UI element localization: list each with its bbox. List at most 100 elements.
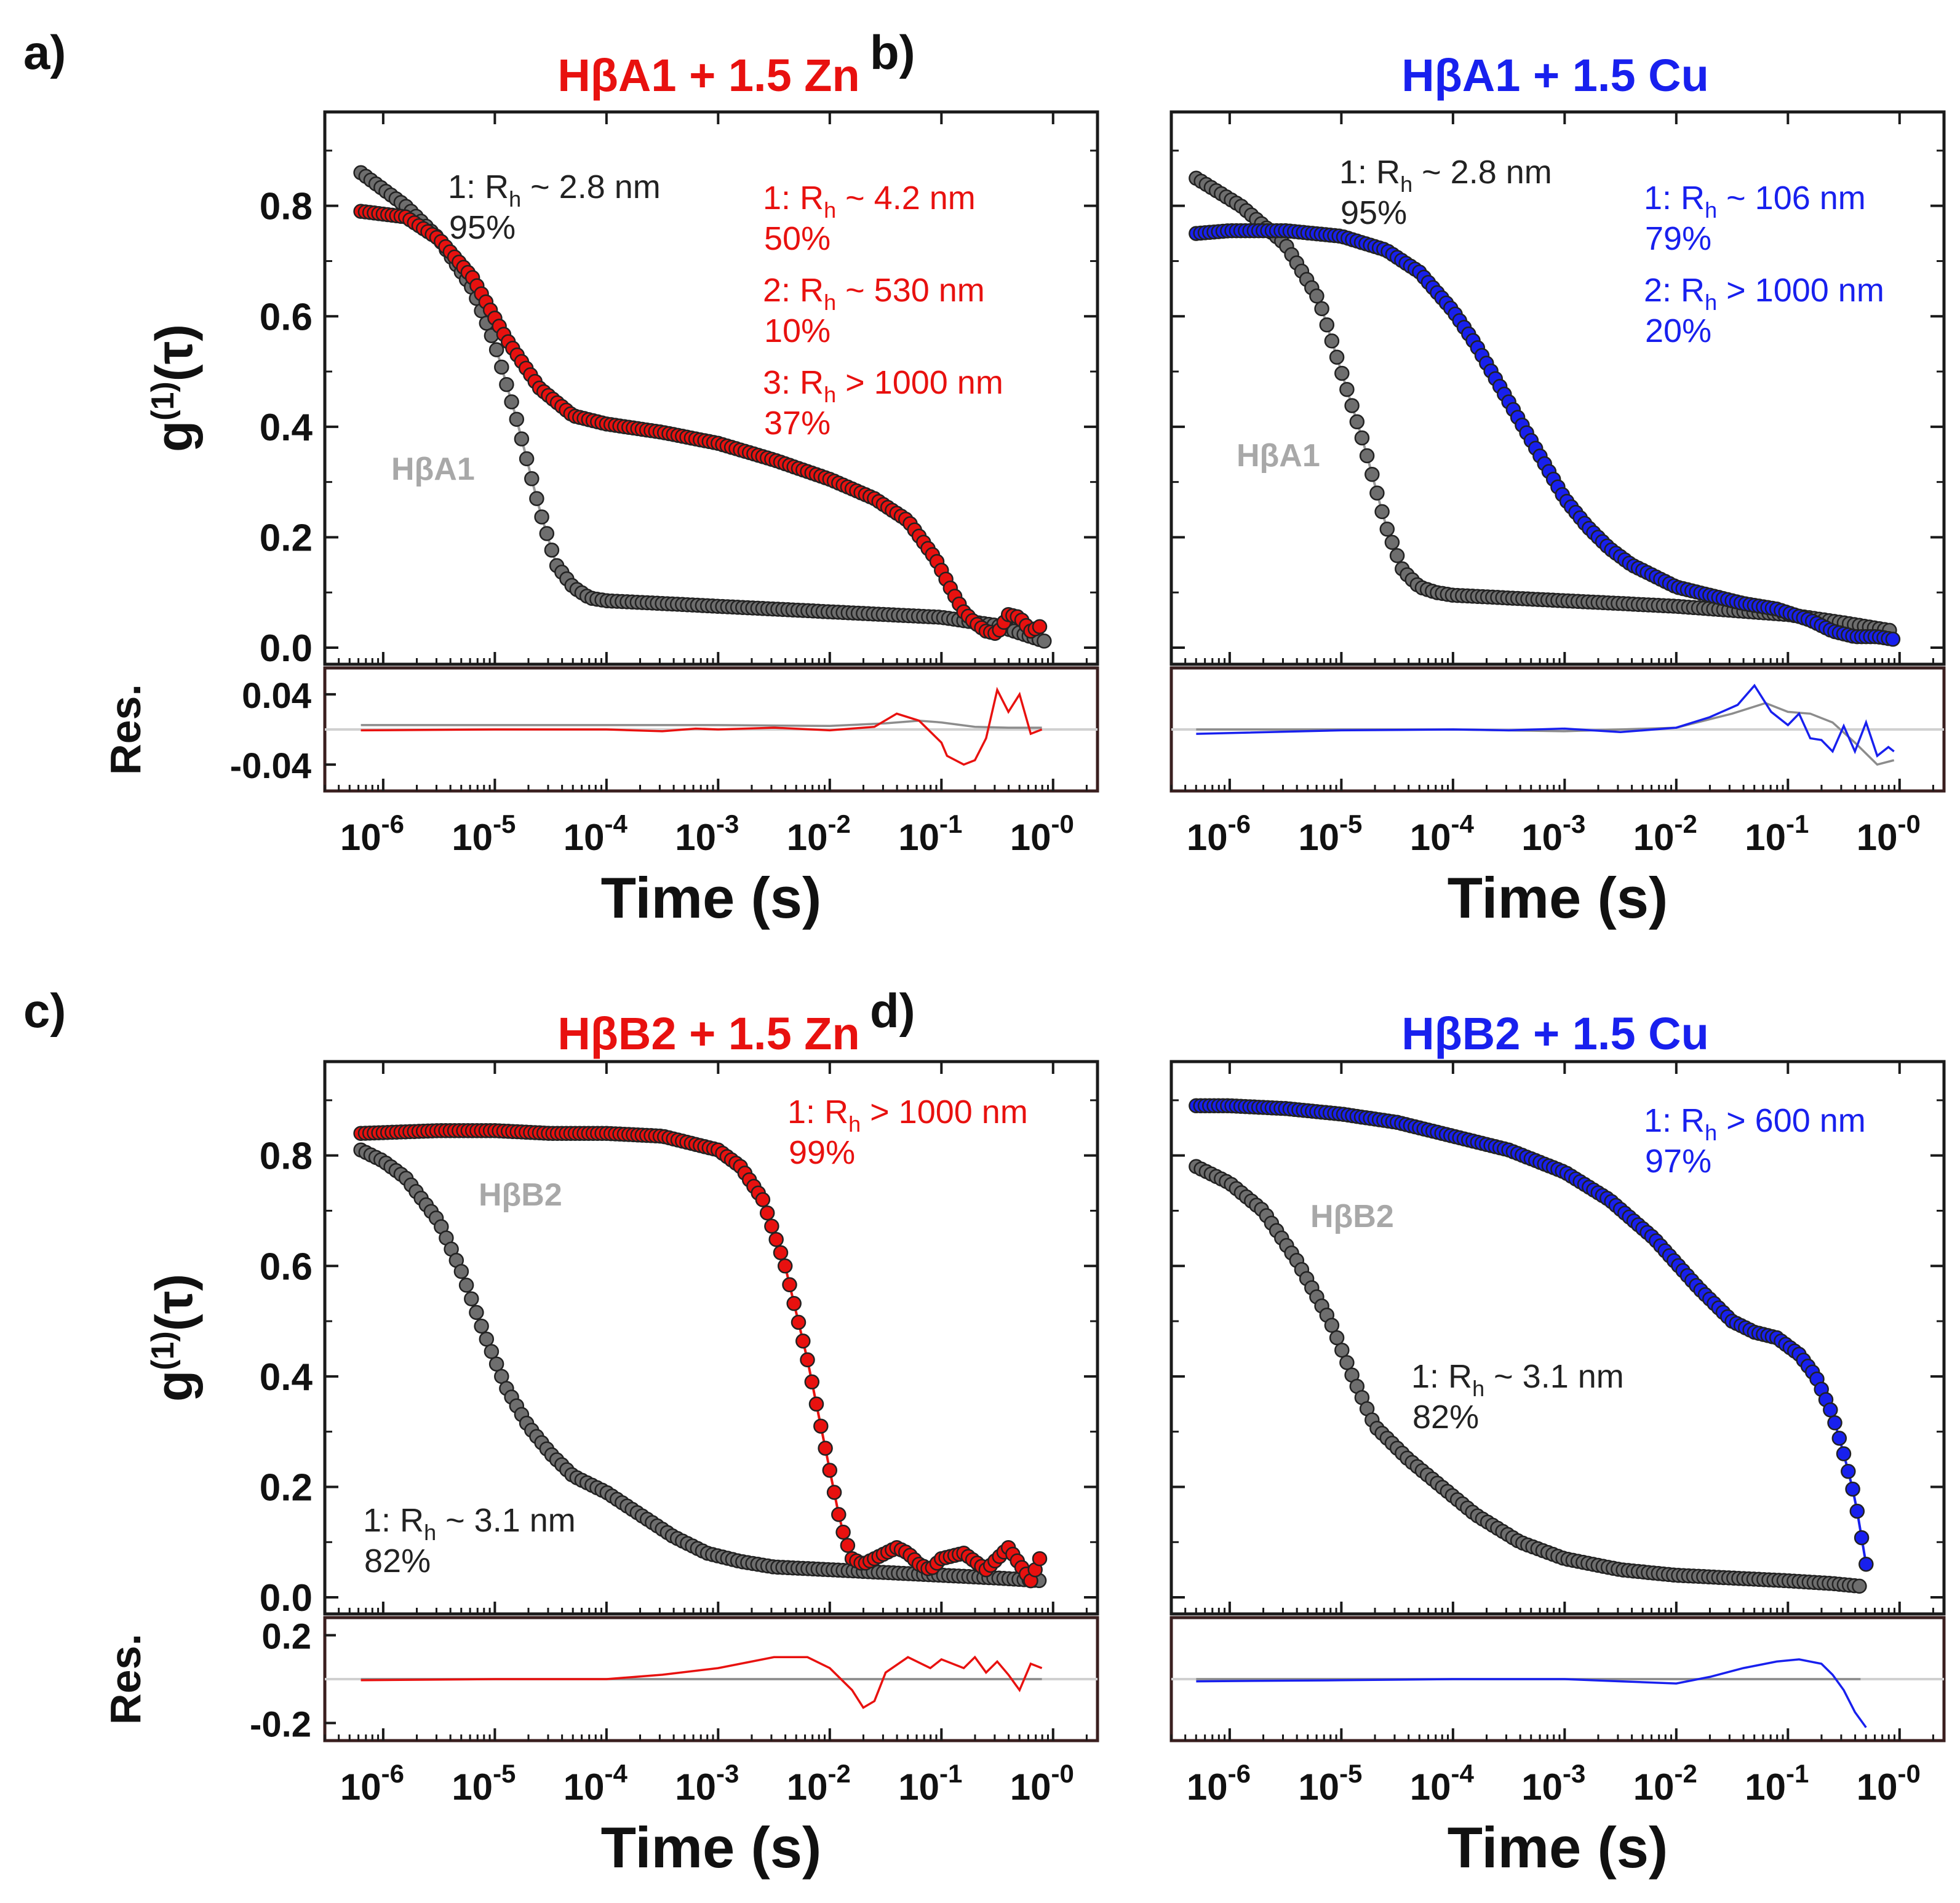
annotation-relation: ~: [1422, 154, 1441, 191]
annotation-r: : R: [1662, 1102, 1705, 1139]
x-tick-label: 10-1: [1745, 1759, 1809, 1808]
annotation-index: 1: [1644, 1102, 1662, 1139]
x-tick-label: 10-2: [787, 809, 851, 858]
apo-data-point: [1334, 365, 1350, 381]
metal-data-point: [831, 1507, 847, 1522]
x-tick-exponent: -4: [1451, 809, 1475, 838]
metal-data-point: [773, 1245, 789, 1260]
residual-axis-label: Res.: [102, 684, 149, 775]
metal-data-point: [1841, 1464, 1856, 1479]
main-plot-frame: [323, 110, 1099, 666]
apo-series: [353, 1142, 1047, 1589]
y-label-tail: (τ): [145, 1274, 203, 1331]
panel-title: HβB2 + 1.5 Zn: [557, 1008, 859, 1059]
x-tick-exponent: -6: [1228, 809, 1251, 838]
apo-data-point: [504, 394, 519, 410]
metal-data-point: [1831, 1431, 1847, 1446]
annotation-space: [865, 364, 874, 401]
x-tick-label: 10-4: [1410, 1759, 1475, 1808]
annotation-sub: h: [1400, 172, 1412, 197]
annotation-relation: >: [1726, 1102, 1746, 1139]
y-tick-label: 0.0: [260, 627, 313, 670]
annotation-space: [1441, 154, 1451, 191]
metal-series: [353, 1123, 1048, 1589]
x-tick-label: 10-1: [1745, 809, 1809, 858]
annotation-sub: h: [824, 197, 836, 223]
annotation-sub: h: [1705, 1120, 1717, 1145]
apo-data-point: [1314, 301, 1329, 317]
res-tick-label: -0.04: [230, 746, 311, 786]
x-tick-base: 10: [787, 1766, 828, 1808]
annotation-line: 1: Rh ~ 2.8 nm: [448, 169, 661, 212]
apo-data-point: [1369, 485, 1385, 501]
metal-residual-line: [361, 1655, 1043, 1709]
annotation-percent: 95%: [449, 209, 516, 246]
x-tick-base: 10: [564, 1766, 605, 1808]
x-tick-base: 10: [564, 817, 605, 858]
annotation-sub: h: [824, 290, 836, 315]
x-tick-base: 10: [1410, 1766, 1451, 1808]
annotation-line: 1: Rh ~ 4.2 nm: [763, 180, 976, 223]
x-tick-exponent: -5: [1339, 1759, 1362, 1788]
annotation-relation: >: [1726, 272, 1746, 309]
metal-data-point: [1845, 1481, 1860, 1497]
x-tick-exponent: -2: [828, 809, 851, 838]
y-tick-label: 0.4: [260, 407, 313, 449]
annotation-percent: 10%: [764, 312, 831, 349]
annotation-value: 1000 nm: [1755, 272, 1884, 309]
annotation-space: [1746, 180, 1755, 217]
annotation-line: 2: Rh > 1000 nm: [1644, 272, 1884, 315]
annotation-relation: ~: [530, 169, 550, 205]
panel-title: HβB2 + 1.5 Cu: [1401, 1008, 1709, 1059]
res-tick-label: 0.04: [242, 676, 311, 716]
x-axis-label: Time (s): [601, 865, 822, 930]
annotation-index: 1: [1339, 154, 1358, 191]
metal-data-point: [1849, 1503, 1865, 1519]
apo-data-point: [544, 542, 560, 558]
metal-data-point: [813, 1418, 829, 1434]
x-tick-label: 10-6: [1187, 809, 1251, 858]
annotation-line: 1: Rh ~ 3.1 nm: [1411, 1358, 1624, 1401]
apo-series: [1189, 1159, 1867, 1594]
y-tick-label: 0.2: [260, 517, 313, 559]
apo-data-point: [484, 1344, 500, 1359]
annotation-line: 1: Rh ~ 3.1 nm: [363, 1502, 576, 1545]
y-label-main: g: [145, 421, 203, 452]
y-axis-label: g(1)(τ): [145, 324, 203, 452]
x-tick-label: 10-2: [1633, 1759, 1697, 1808]
apo-data-point: [479, 1331, 495, 1347]
metal-data-point: [826, 1485, 842, 1500]
x-tick-base: 10: [340, 817, 381, 858]
x-tick-label: 10-0: [1010, 809, 1074, 858]
x-tick-base: 10: [1633, 817, 1675, 858]
x-tick-base: 10: [1745, 817, 1786, 858]
x-tick-exponent: -0: [1897, 809, 1920, 838]
annotation-value: 2.8 nm: [559, 169, 661, 205]
x-tick-exponent: -1: [939, 809, 962, 838]
metal-data-point: [800, 1352, 815, 1368]
annotation-percent: 99%: [789, 1134, 855, 1171]
annotation-space: [836, 272, 845, 309]
annotation-percent: 82%: [364, 1543, 431, 1579]
x-axis-label: Time (s): [1448, 1815, 1668, 1880]
panel-c: c) HβB2 + 1.5 Zn0.00.20.40.60.8g(1)(τ)Res…: [23, 983, 1099, 1880]
annotation-space: [865, 272, 874, 309]
x-tick-base: 10: [452, 1766, 493, 1808]
metal-data-point: [822, 1463, 838, 1478]
annotation-line: 1: Rh > 1000 nm: [787, 1094, 1028, 1137]
annotation-space: [890, 1094, 899, 1130]
annotation-relation: ~: [1494, 1358, 1513, 1395]
x-tick-label: 10-3: [675, 1759, 739, 1808]
x-tick-label: 10-3: [1521, 1759, 1585, 1808]
annotation-relation: >: [870, 1094, 890, 1130]
apo-data-point: [488, 342, 504, 357]
annotation-line: 1: Rh > 600 nm: [1644, 1102, 1866, 1145]
annotation-r: : R: [466, 169, 509, 205]
apo-data-point: [1852, 1578, 1867, 1594]
x-tick-label: 10-5: [1298, 1759, 1362, 1808]
x-tick-base: 10: [1187, 1766, 1228, 1808]
x-tick-label: 10-2: [1633, 809, 1697, 858]
annotation-value: 3.1 nm: [474, 1502, 576, 1539]
apo-data-point: [494, 359, 509, 375]
